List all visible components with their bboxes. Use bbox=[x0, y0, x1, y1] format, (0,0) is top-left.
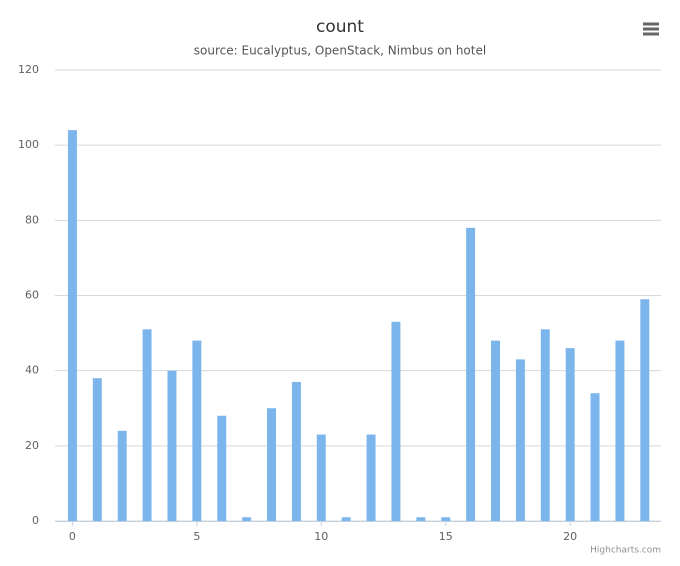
bar bbox=[242, 517, 252, 521]
bar bbox=[590, 393, 600, 521]
bar bbox=[192, 340, 202, 521]
y-tick-label: 80 bbox=[25, 213, 39, 226]
bar bbox=[515, 359, 525, 521]
y-tick-label: 120 bbox=[18, 63, 39, 76]
bar bbox=[341, 517, 351, 521]
y-tick-label: 20 bbox=[25, 439, 39, 452]
x-tick-label: 10 bbox=[314, 530, 328, 543]
chart-title: count bbox=[316, 17, 364, 37]
bar bbox=[92, 378, 102, 521]
bar bbox=[142, 329, 152, 521]
bar bbox=[491, 340, 500, 521]
bar bbox=[217, 415, 227, 521]
bar bbox=[565, 348, 575, 521]
bar bbox=[366, 434, 376, 521]
chart-subtitle: source: Eucalyptus, OpenStack, Nimbus on… bbox=[194, 44, 486, 58]
bar bbox=[466, 227, 476, 521]
bar bbox=[391, 321, 401, 521]
menu-button[interactable] bbox=[638, 18, 664, 40]
y-tick-label: 40 bbox=[25, 364, 39, 377]
bar bbox=[167, 370, 177, 521]
bar bbox=[267, 408, 276, 521]
bar bbox=[316, 434, 326, 521]
bar bbox=[291, 381, 301, 521]
x-tick-label: 5 bbox=[193, 530, 200, 543]
y-tick-label: 100 bbox=[18, 138, 39, 151]
bar bbox=[416, 517, 426, 521]
bar bbox=[640, 299, 650, 521]
x-tick-label: 15 bbox=[439, 530, 453, 543]
y-tick-label: 60 bbox=[25, 289, 39, 302]
bar bbox=[441, 517, 451, 521]
y-tick-label: 0 bbox=[32, 514, 39, 527]
bar bbox=[615, 340, 625, 521]
bar bbox=[67, 130, 77, 521]
bar bbox=[540, 329, 550, 521]
x-tick-label: 0 bbox=[69, 530, 76, 543]
bar bbox=[117, 430, 127, 521]
credits[interactable]: Highcharts.com bbox=[590, 546, 661, 556]
x-tick-label: 20 bbox=[563, 530, 577, 543]
